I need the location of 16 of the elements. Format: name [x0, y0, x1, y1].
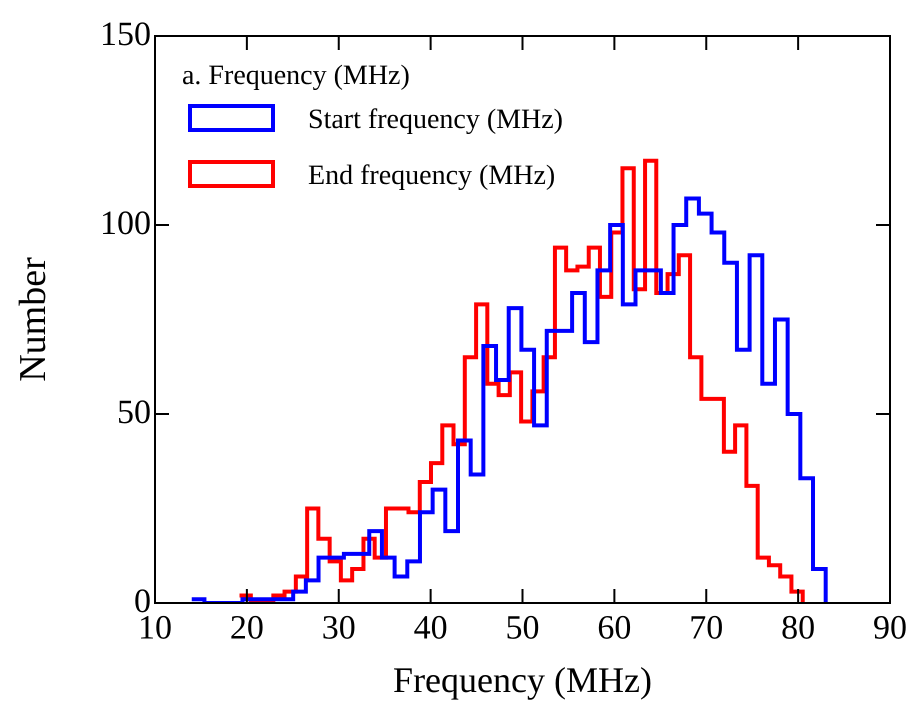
x-tick-label: 40 — [414, 609, 448, 646]
x-tick-label: 50 — [506, 609, 540, 646]
x-tick-label: 70 — [689, 609, 724, 646]
x-tick-label: 90 — [873, 609, 907, 646]
text: a. Frequency (MHz) — [182, 60, 410, 91]
y-tick-label: 50 — [117, 394, 151, 431]
legend-label: Start frequency (MHz) — [308, 104, 564, 135]
x-tick-label: 60 — [597, 609, 632, 646]
y-tick-label: 100 — [100, 204, 151, 242]
y-tick-label: 150 — [100, 16, 151, 53]
legend-label: End frequency (MHz) — [308, 160, 556, 191]
x-tick-label: 80 — [781, 609, 816, 646]
y-axis-title: Number — [12, 256, 54, 382]
x-axis-title: Frequency (MHz) — [393, 660, 652, 700]
x-tick-label: 20 — [230, 609, 264, 646]
x-tick-label: 30 — [322, 609, 356, 646]
